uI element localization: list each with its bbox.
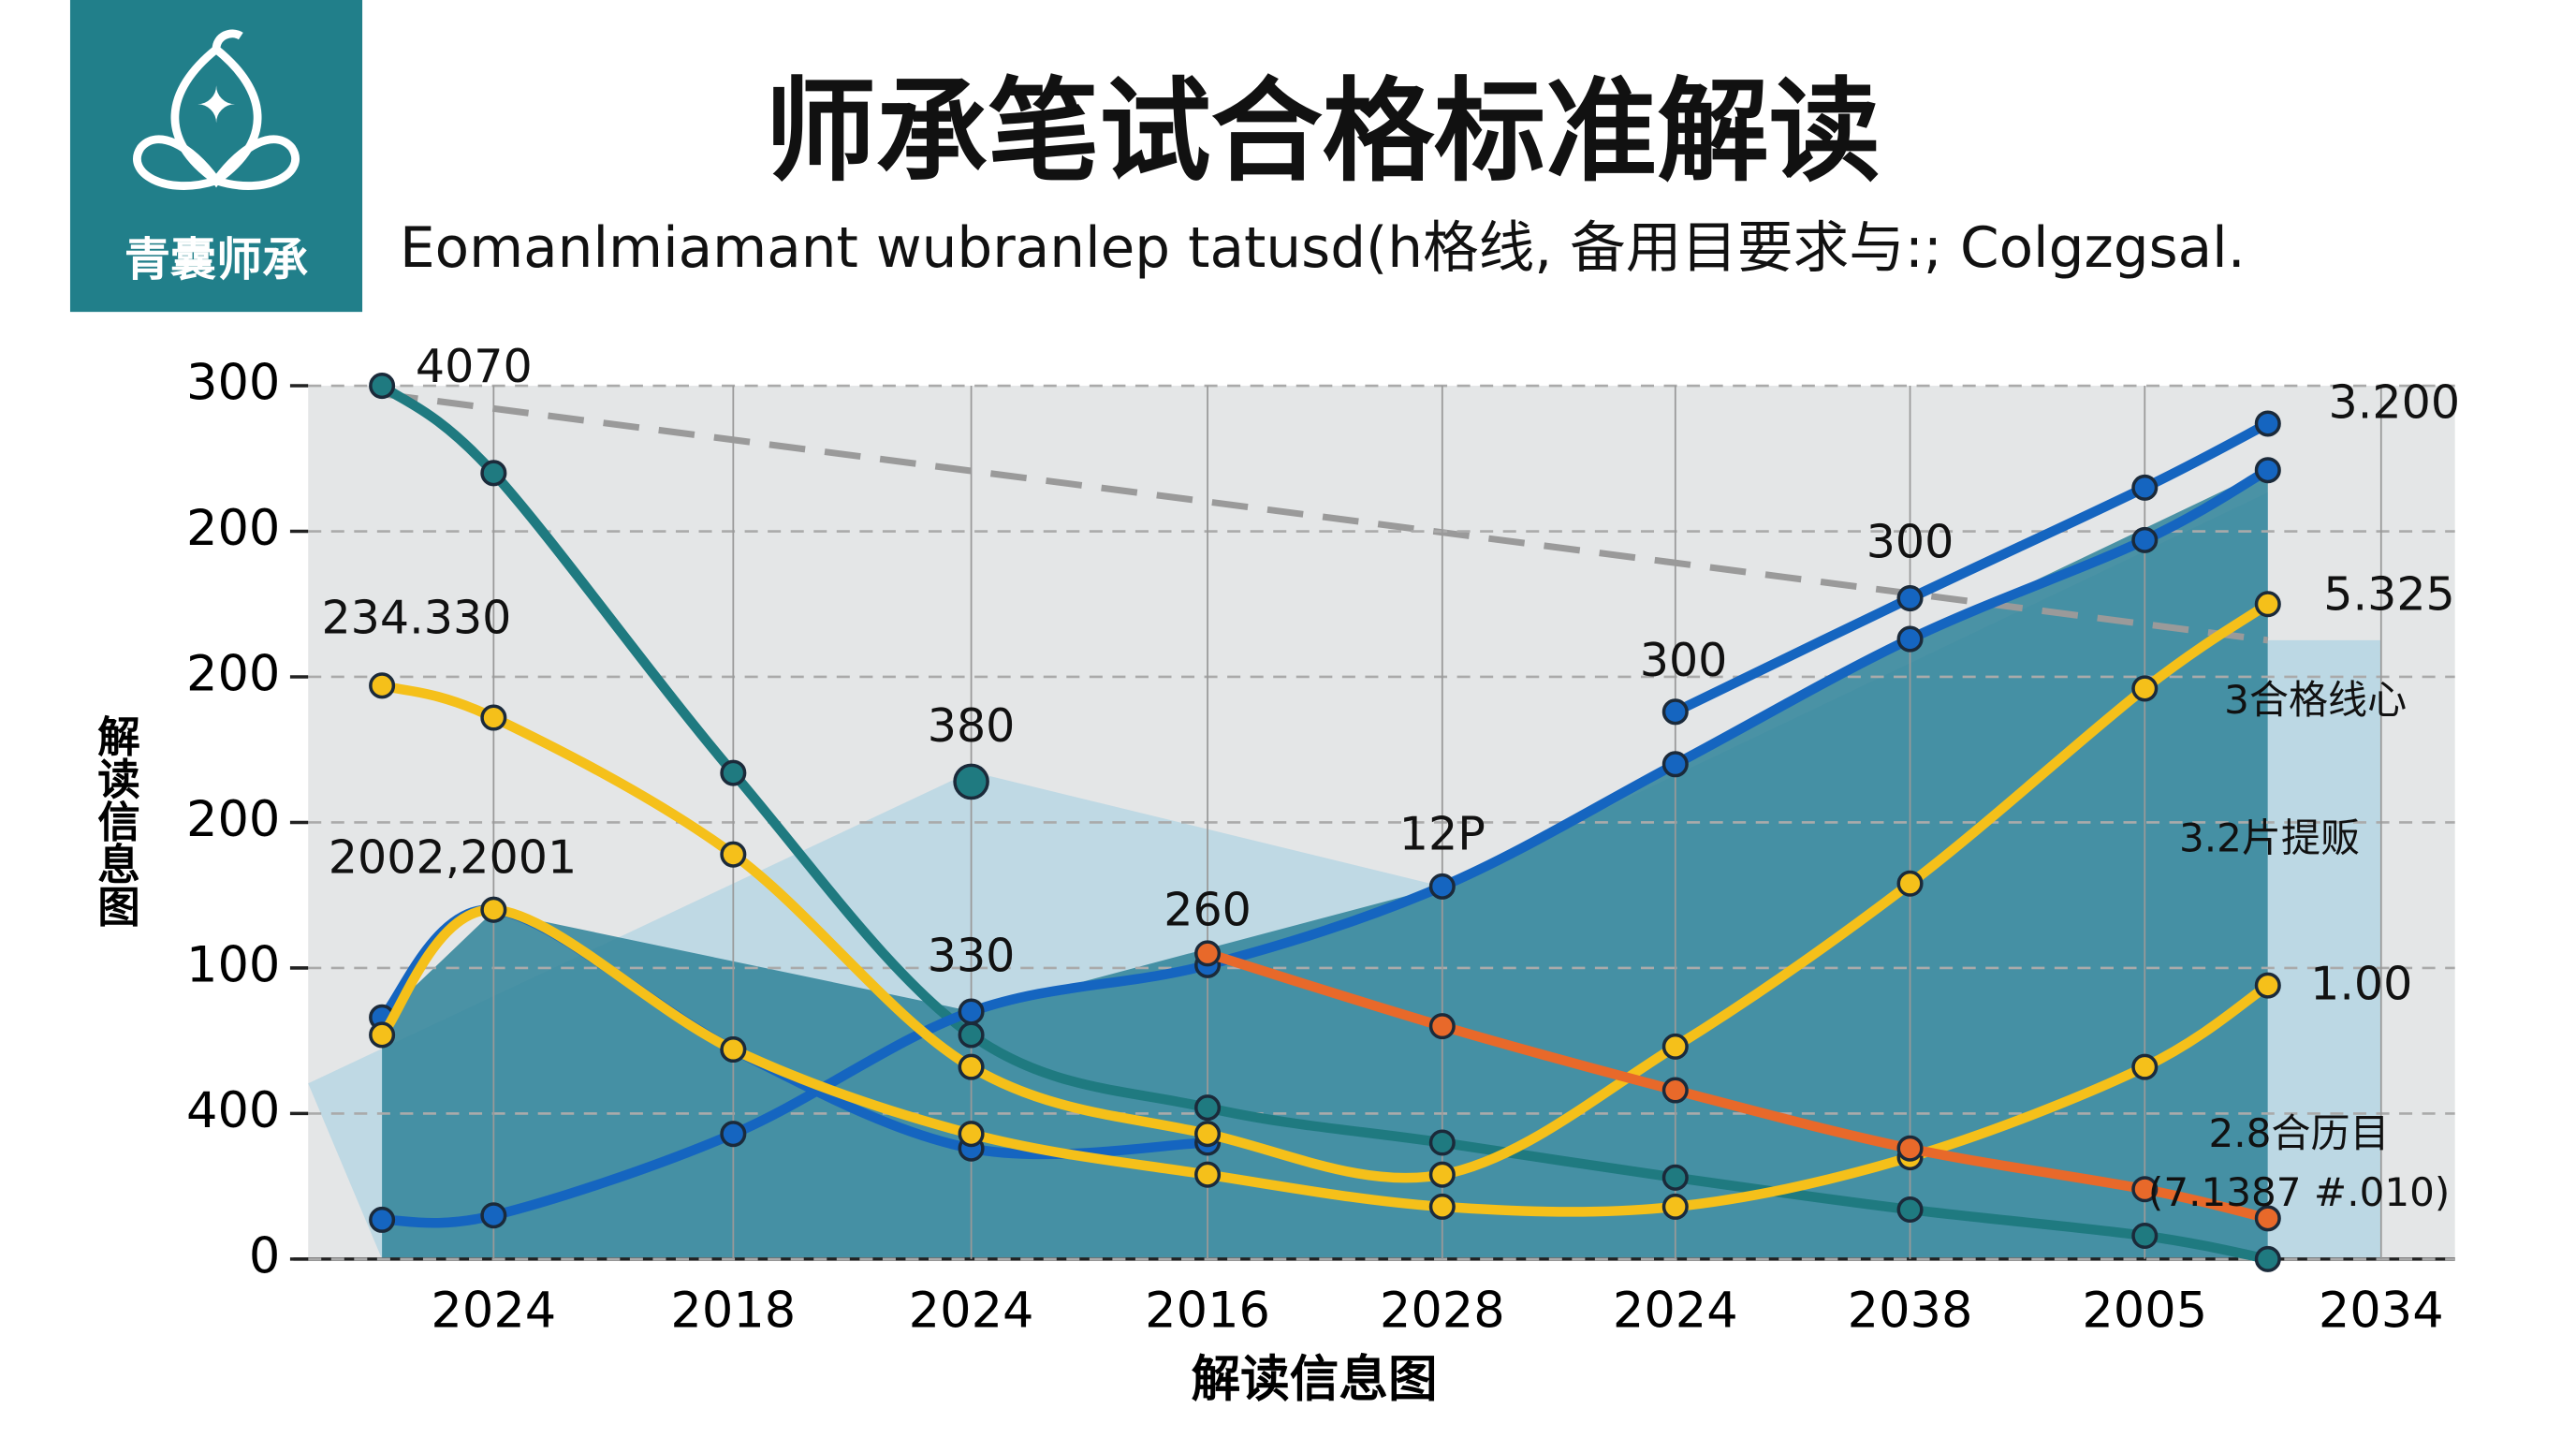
point-marker <box>958 1053 985 1080</box>
logo-icon <box>133 29 300 190</box>
point-marker <box>2131 1176 2159 1203</box>
point-marker <box>1428 1013 1456 1040</box>
annotation: 300 <box>1640 633 1728 687</box>
annotation: (7.1387 #.010) <box>2148 1169 2450 1215</box>
point-marker <box>2131 526 2159 553</box>
series-line <box>376 464 2274 1228</box>
chart-title: 师承笔试合格标准解读 <box>765 67 1881 198</box>
point-marker <box>2131 1222 2159 1250</box>
point-marker <box>1896 625 1924 653</box>
logo-text: 青囊师承 <box>124 232 308 286</box>
point-marker <box>958 1021 985 1049</box>
y-axis-label: 解读信息图 <box>91 714 140 928</box>
annotation: 12P <box>1399 807 1486 861</box>
x-tick-label: 2024 <box>909 1282 1034 1339</box>
point-marker <box>480 1202 507 1229</box>
point-marker <box>1194 1121 1222 1148</box>
point-marker <box>369 672 396 699</box>
x-tick-label: 2028 <box>1380 1282 1505 1339</box>
point-marker <box>720 759 747 786</box>
x-tick-label: 2024 <box>431 1282 556 1339</box>
point-marker <box>2131 474 2159 501</box>
y-tick-label: 300 <box>186 355 280 412</box>
series-line <box>1670 418 2274 717</box>
point-marker <box>1194 1094 1222 1122</box>
point-marker <box>2254 1205 2281 1232</box>
annotation: 5.325 <box>2323 567 2455 622</box>
point-marker <box>1194 940 1222 967</box>
point-marker <box>1661 1164 1689 1191</box>
point-marker <box>480 704 507 731</box>
series-line <box>376 599 2274 1183</box>
point-marker <box>369 373 396 400</box>
point-marker <box>369 1206 396 1233</box>
point-marker <box>1661 1077 1689 1104</box>
point-marker <box>720 1035 747 1064</box>
point-marker <box>1428 1193 1456 1220</box>
point-marker <box>2254 1245 2281 1272</box>
point-marker <box>1661 1033 1689 1060</box>
dashed-line <box>381 390 2269 644</box>
point-marker <box>720 841 747 868</box>
annotation: 300 <box>1866 515 1954 569</box>
point-marker <box>480 460 507 487</box>
annotation: 380 <box>928 698 1016 753</box>
x-tick-label: 2005 <box>2082 1282 2207 1339</box>
annotation: 260 <box>1164 882 1251 936</box>
x-tick-label: 2018 <box>670 1282 796 1339</box>
point-marker <box>1661 698 1689 726</box>
point-marker <box>1896 585 1924 612</box>
point-marker <box>1661 751 1689 778</box>
logo-star: ✦ <box>196 77 237 134</box>
dark-area <box>382 469 2268 1259</box>
point-marker <box>1896 1135 1924 1162</box>
point-marker <box>480 896 507 923</box>
y-tick-label: 400 <box>186 1082 280 1139</box>
x-tick-label: 2034 <box>2319 1282 2444 1339</box>
x-tick-label: 2038 <box>1848 1282 1973 1339</box>
point-marker <box>958 998 985 1025</box>
point-marker <box>1428 1129 1456 1156</box>
right-band <box>2267 639 2381 1259</box>
point-marker <box>958 1121 985 1148</box>
point-marker <box>720 1121 747 1148</box>
point-marker <box>1661 1193 1689 1220</box>
x-tick-label: 2016 <box>1145 1282 1270 1339</box>
point-marker <box>1428 1161 1456 1188</box>
series-line <box>376 380 2274 1265</box>
annotation: 2.8合历目 <box>2209 1110 2390 1156</box>
point-marker <box>2254 591 2281 618</box>
point-marker <box>2254 410 2281 437</box>
x-axis-label: 解读信息图 <box>1192 1351 1438 1408</box>
annotation: 2002,2001 <box>329 829 577 884</box>
point-marker <box>953 763 989 800</box>
point-marker <box>1428 873 1456 900</box>
point-marker <box>2131 1053 2159 1080</box>
series-line <box>376 904 2274 1217</box>
point-marker <box>369 1021 396 1049</box>
point-marker <box>1194 1161 1222 1188</box>
point-marker <box>1896 1196 1924 1224</box>
y-tick-label: 200 <box>186 500 280 557</box>
annotation: 3.200 <box>2329 375 2461 430</box>
chart-subtitle: Eomanlmiamant wubranlep tatusd(h格线, 备用目要… <box>400 216 2246 281</box>
annotation: 330 <box>928 929 1016 983</box>
y-tick-label: 100 <box>186 937 280 994</box>
point-marker <box>2254 457 2281 484</box>
annotation: 3.2片提贩 <box>2179 814 2360 860</box>
point-marker <box>1896 870 1924 897</box>
point-marker <box>2254 972 2281 999</box>
annotation: 234.330 <box>321 590 511 644</box>
point-marker <box>2131 675 2159 702</box>
y-tick-label: 200 <box>186 646 280 703</box>
y-tick-label: 200 <box>186 791 280 848</box>
y-tick-label: 0 <box>249 1228 280 1285</box>
annotation: 3合格线心 <box>2224 677 2407 723</box>
annotation: 1.00 <box>2310 956 2412 1010</box>
annotation: 4070 <box>416 339 533 393</box>
x-tick-label: 2024 <box>1613 1282 1738 1339</box>
